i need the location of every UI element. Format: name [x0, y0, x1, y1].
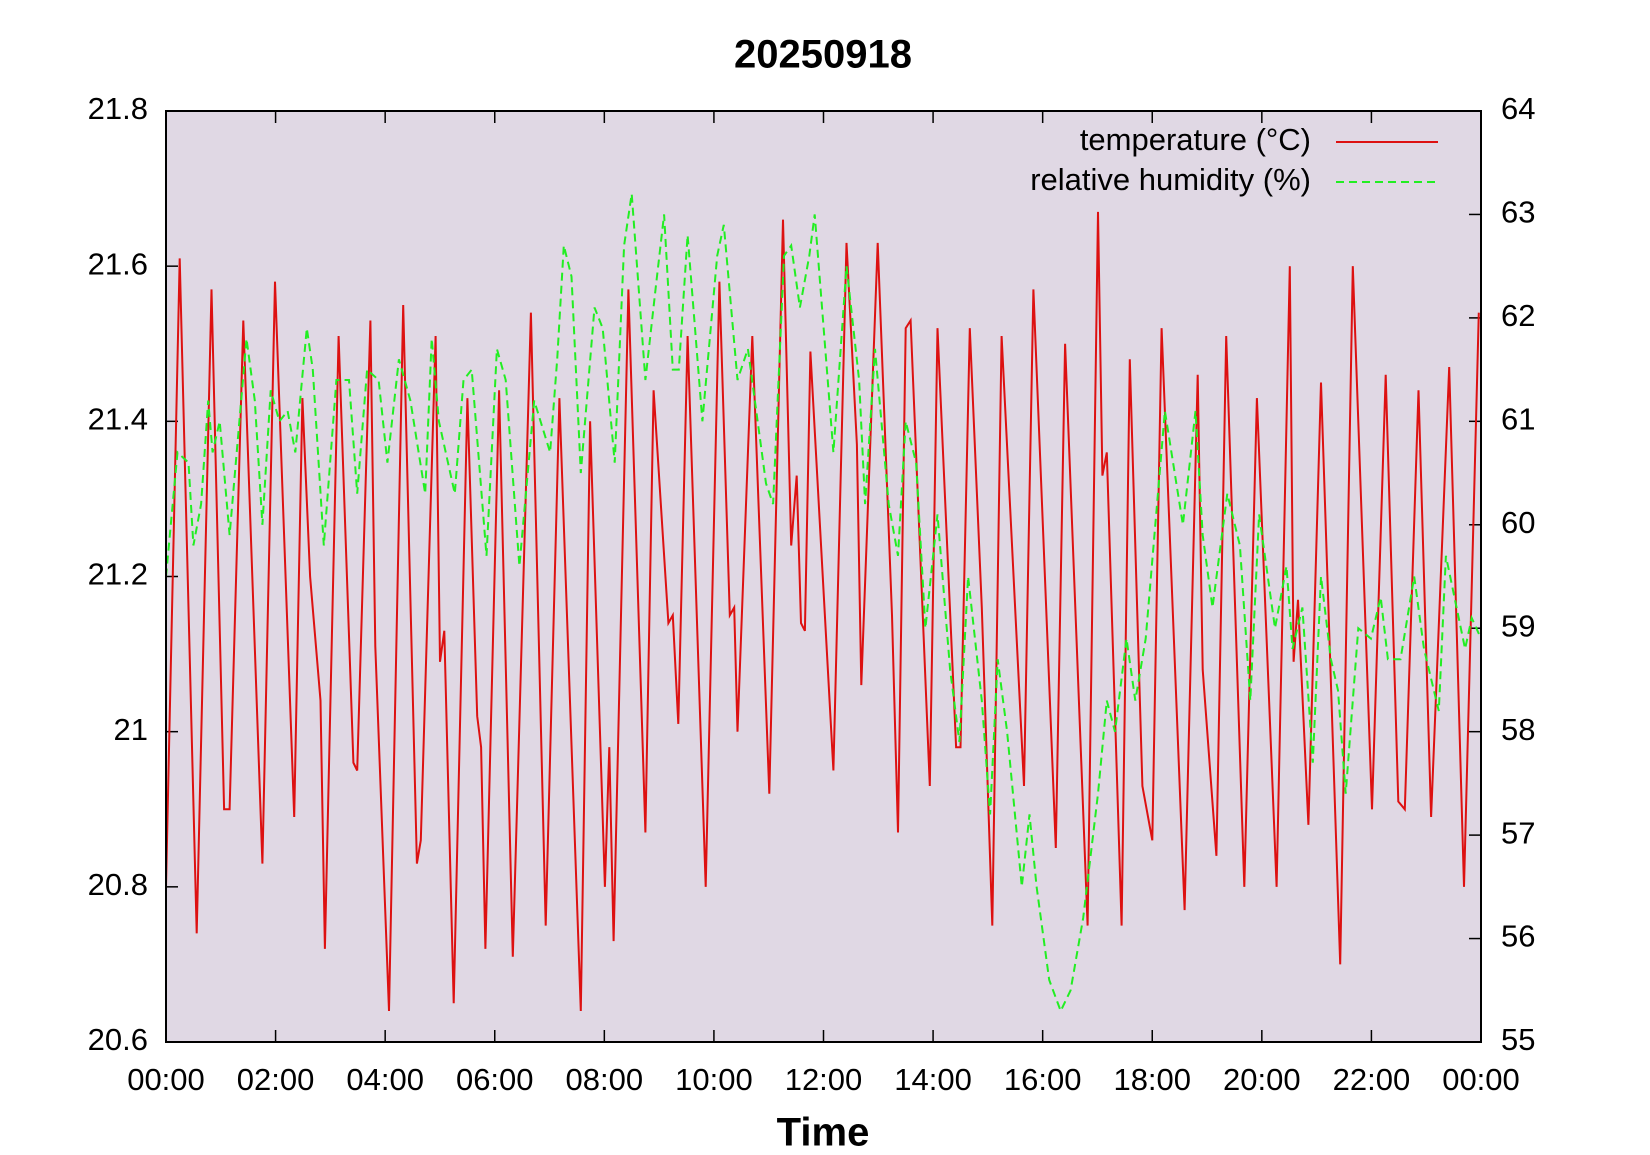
x-tick-label: 04:00 [346, 1062, 424, 1097]
legend-label: temperature (°C) [1080, 122, 1311, 157]
y2-tick-label: 58 [1501, 712, 1535, 747]
y2-tick-label: 62 [1501, 298, 1535, 333]
x-axis-label: Time [777, 1111, 870, 1155]
y-tick-label: 21.8 [88, 91, 148, 126]
y-tick-label: 21.4 [88, 402, 148, 437]
y-tick-label: 20.6 [88, 1022, 148, 1057]
y2-tick-label: 56 [1501, 919, 1535, 954]
y-tick-label: 21.2 [88, 557, 148, 592]
x-tick-label: 00:00 [127, 1062, 205, 1097]
y2-tick-label: 57 [1501, 815, 1535, 850]
x-tick-label: 08:00 [566, 1062, 644, 1097]
x-tick-label: 22:00 [1333, 1062, 1411, 1097]
x-tick-label: 20:00 [1223, 1062, 1301, 1097]
plot-frame [165, 110, 1482, 1043]
legend-label: relative humidity (%) [1030, 162, 1311, 197]
y2-tick-label: 60 [1501, 505, 1535, 540]
y2-tick-label: 64 [1501, 91, 1535, 126]
x-tick-label: 16:00 [1004, 1062, 1082, 1097]
series-line [165, 211, 1480, 1012]
y2-tick-label: 55 [1501, 1022, 1535, 1057]
y2-tick-label: 61 [1501, 402, 1535, 437]
y2-tick-label: 59 [1501, 608, 1535, 643]
y-tick-label: 21.6 [88, 246, 148, 281]
chart-title: 20250918 [734, 33, 912, 77]
x-tick-label: 00:00 [1442, 1062, 1520, 1097]
x-tick-label: 10:00 [675, 1062, 753, 1097]
x-tick-label: 06:00 [456, 1062, 534, 1097]
y-tick-label: 21 [114, 712, 148, 747]
series-line [165, 193, 1482, 1014]
y2-tick-label: 63 [1501, 195, 1535, 230]
x-tick-label: 02:00 [237, 1062, 315, 1097]
x-tick-label: 14:00 [894, 1062, 972, 1097]
x-tick-label: 12:00 [785, 1062, 863, 1097]
y-tick-label: 20.8 [88, 867, 148, 902]
x-tick-label: 18:00 [1113, 1062, 1191, 1097]
